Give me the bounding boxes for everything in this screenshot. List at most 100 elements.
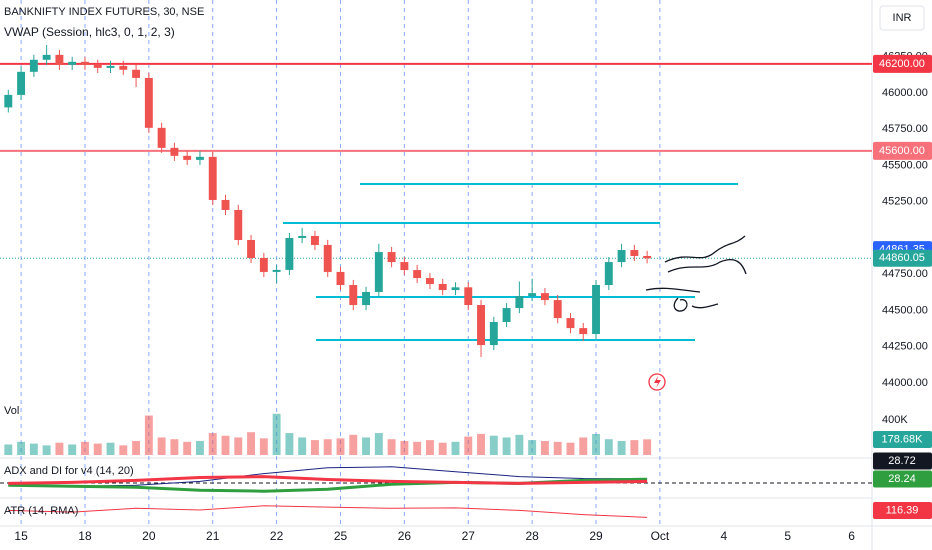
x-tick-label: 18	[78, 529, 92, 543]
scribble	[645, 287, 701, 293]
volume-bar	[298, 437, 307, 455]
candle-body	[247, 240, 256, 259]
volume-bar	[259, 438, 268, 455]
candle-body	[68, 61, 77, 65]
candle-body	[119, 65, 128, 70]
indicator-title: VWAP (Session, hlc3, 0, 1, 2, 3)	[4, 25, 175, 39]
volume-bar	[387, 439, 396, 455]
volume-bar	[477, 433, 485, 455]
candle-body	[272, 269, 281, 272]
volume-bar	[132, 440, 141, 455]
candle-body	[29, 59, 38, 72]
volume-bar	[323, 439, 332, 455]
volume-bar	[528, 440, 537, 455]
volume-bar	[604, 439, 613, 455]
candle-body	[515, 296, 524, 309]
candle-body	[349, 284, 358, 306]
level-label: 45600.00	[879, 145, 925, 157]
volume-bar	[195, 440, 204, 455]
candle-body	[438, 283, 447, 291]
atr-badge-label: 116.39	[886, 504, 919, 516]
volume-bar	[451, 441, 460, 455]
volume-bar	[630, 440, 639, 455]
x-tick-label: 26	[398, 529, 412, 543]
alert-icon-bolt	[654, 376, 661, 388]
volume-bar	[42, 445, 51, 455]
volume-bar	[489, 435, 498, 455]
x-tick-label: 27	[462, 529, 476, 543]
candle-body	[157, 127, 166, 148]
candle-body	[323, 244, 332, 272]
atr-badge	[873, 502, 932, 519]
y-tick-label: 46000.00	[882, 87, 928, 99]
adx-badge	[873, 452, 932, 470]
volume-badge-label: 178.68K	[882, 433, 924, 445]
y-tick-label: 44000.00	[882, 377, 928, 389]
candle-body	[93, 64, 102, 68]
scribble	[667, 259, 747, 275]
volume-bar	[272, 413, 281, 455]
level-label: 46200.00	[879, 58, 925, 70]
candle-body	[195, 156, 204, 160]
volume-bar	[553, 441, 562, 455]
candle-body	[42, 54, 51, 60]
volume-bar	[540, 440, 549, 455]
volume-bar	[183, 441, 192, 455]
level-badge	[873, 141, 932, 160]
candle-body	[310, 235, 319, 245]
x-tick-label: 21	[206, 529, 220, 543]
currency-label: INR	[893, 12, 912, 24]
currency-button[interactable]	[879, 5, 925, 31]
x-tick-label: 4	[720, 529, 727, 543]
candle-body	[17, 71, 26, 95]
volume-bar	[55, 442, 64, 455]
atr-line	[8, 505, 648, 518]
candle-body	[400, 262, 409, 271]
candle-body	[208, 156, 217, 200]
candle-body	[81, 61, 89, 65]
volume-bar	[4, 444, 13, 455]
candle-body	[502, 308, 511, 322]
adx-title: ADX and DI for v4 (14, 20)	[4, 465, 134, 477]
candle-body	[387, 252, 396, 263]
volume-bar	[643, 439, 652, 455]
volume-bar	[234, 437, 243, 455]
x-tick-label: 29	[589, 529, 603, 543]
volume-bar	[617, 440, 626, 455]
candle-body	[617, 250, 626, 263]
candle-body	[298, 235, 307, 238]
y-tick-label: 44750.00	[882, 268, 928, 280]
candle-body	[183, 155, 192, 160]
volume-title: Vol	[4, 405, 19, 417]
plot-layer: 15182021222526272829Oct45646250.0046000.…	[0, 44, 932, 543]
candle-body	[489, 321, 498, 346]
last-price-badge	[873, 249, 932, 267]
volume-bar	[362, 437, 371, 455]
last-price-label: 44860.05	[879, 252, 925, 264]
y-tick-label: 45500.00	[882, 159, 928, 171]
candle-body	[4, 94, 13, 108]
candle-body	[566, 318, 575, 329]
y-tick-label: 44250.00	[882, 341, 928, 353]
volume-bar	[157, 437, 166, 455]
volume-bar	[374, 433, 383, 455]
volume-bar	[336, 438, 345, 455]
volume-bar	[592, 433, 600, 455]
candle-body	[285, 237, 294, 270]
candle-body	[336, 271, 345, 285]
atr-title: ATR (14, RMA)	[4, 505, 78, 517]
x-tick-label: 6	[848, 529, 855, 543]
scribbles	[645, 235, 747, 312]
candle-body	[132, 69, 141, 78]
level-badge	[873, 54, 932, 73]
x-tick-label: 20	[142, 529, 156, 543]
candle-body	[579, 328, 588, 335]
volume-bar	[400, 440, 409, 455]
scribble	[673, 297, 719, 312]
volume-bar	[438, 442, 447, 455]
volume-bar	[285, 433, 294, 455]
candle-body	[643, 255, 652, 259]
adx-line	[8, 475, 648, 485]
candle-body	[144, 77, 153, 128]
